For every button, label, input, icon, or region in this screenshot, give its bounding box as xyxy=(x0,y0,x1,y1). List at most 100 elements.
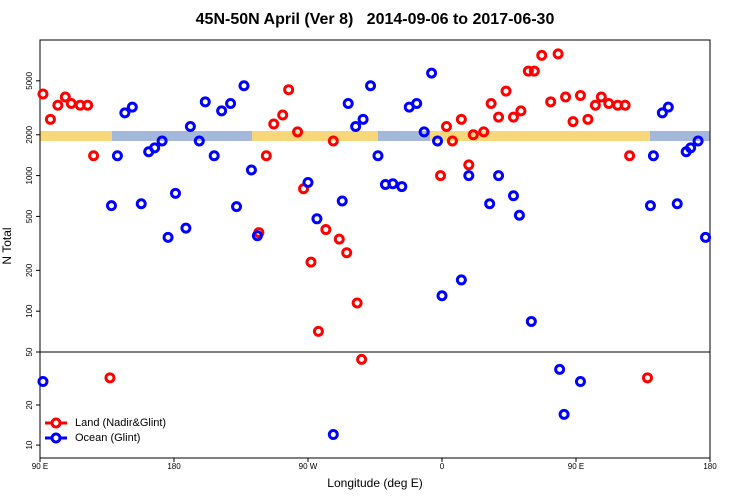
data-point xyxy=(455,274,467,286)
data-point xyxy=(156,135,168,147)
data-point xyxy=(37,88,49,100)
data-point xyxy=(149,142,161,154)
data-point xyxy=(554,363,566,375)
data-point xyxy=(528,65,540,77)
data-point xyxy=(104,372,116,384)
data-point xyxy=(372,150,384,162)
data-point xyxy=(336,195,348,207)
data-point xyxy=(525,315,537,327)
data-point xyxy=(467,129,479,141)
data-point xyxy=(418,126,430,138)
y-tick-label: 2000 xyxy=(25,125,34,143)
x-tick-label: 0 xyxy=(440,462,445,471)
ocean-strip xyxy=(112,131,252,141)
ocean-strip xyxy=(650,131,710,141)
land-strip xyxy=(252,131,378,141)
data-point xyxy=(88,150,100,162)
plot-frame xyxy=(39,39,711,459)
data-point xyxy=(356,353,368,365)
data-point xyxy=(647,150,659,162)
data-point xyxy=(484,198,496,210)
data-point xyxy=(507,190,519,202)
data-point xyxy=(180,222,192,234)
data-point xyxy=(184,121,196,133)
data-point xyxy=(350,121,362,133)
data-point xyxy=(305,256,317,268)
data-point xyxy=(435,170,447,182)
data-point xyxy=(463,170,475,182)
data-point xyxy=(238,80,250,92)
data-point xyxy=(277,109,289,121)
x-axis-label: Longitude (deg E) xyxy=(327,476,422,490)
y-tick-label: 200 xyxy=(25,263,34,277)
data-point xyxy=(193,135,205,147)
data-point xyxy=(135,198,147,210)
data-point xyxy=(365,80,377,92)
data-point xyxy=(268,118,280,130)
data-point xyxy=(320,224,332,236)
x-tick-label: 90 E xyxy=(32,462,48,471)
data-point xyxy=(342,98,354,110)
data-point xyxy=(302,176,314,188)
ocean-strip xyxy=(378,131,430,141)
data-point xyxy=(251,230,263,242)
chart-title: 45N-50N April (Ver 8) 2014-09-06 to 2017… xyxy=(196,11,555,28)
legend-marker xyxy=(50,432,62,444)
data-point xyxy=(231,201,243,213)
data-point xyxy=(624,150,636,162)
y-tick-label: 500 xyxy=(25,209,34,223)
data-point xyxy=(245,164,257,176)
data-point xyxy=(426,67,438,79)
data-point xyxy=(436,290,448,302)
data-point xyxy=(507,111,519,123)
data-point xyxy=(169,187,181,199)
data-point xyxy=(292,126,304,138)
data-point xyxy=(341,247,353,259)
data-point xyxy=(52,99,64,111)
data-point xyxy=(513,209,525,221)
data-point xyxy=(493,170,505,182)
legend-marker xyxy=(50,417,62,429)
data-point xyxy=(522,65,534,77)
data-point xyxy=(216,105,228,117)
y-tick-label: 20 xyxy=(25,400,34,409)
y-axis-label: N Total xyxy=(0,227,14,264)
data-point xyxy=(455,113,467,125)
data-point xyxy=(333,233,345,245)
surface-strip xyxy=(40,131,710,141)
data-point xyxy=(558,408,570,420)
data-point xyxy=(567,116,579,128)
data-point xyxy=(44,113,56,125)
land-strip xyxy=(430,131,650,141)
data-point xyxy=(641,372,653,384)
y-tick-label: 5000 xyxy=(25,71,34,89)
y-tick-label: 10 xyxy=(25,440,34,449)
data-point xyxy=(327,429,339,441)
data-point xyxy=(311,213,323,225)
data-point xyxy=(671,198,683,210)
data-point xyxy=(59,91,71,103)
land-strip xyxy=(40,131,112,141)
y-tick-label: 1000 xyxy=(25,166,34,184)
data-point xyxy=(589,99,601,111)
y-tick-label: 100 xyxy=(25,304,34,318)
data-point xyxy=(574,376,586,388)
data-point xyxy=(111,150,123,162)
data-point xyxy=(536,49,548,61)
data-point xyxy=(574,89,586,101)
data-point xyxy=(478,126,490,138)
data-point xyxy=(225,98,237,110)
data-point xyxy=(208,150,220,162)
data-point xyxy=(82,99,94,111)
x-tick-label: 90 E xyxy=(568,462,584,471)
data-point xyxy=(327,135,339,147)
data-point xyxy=(312,325,324,337)
data-point xyxy=(37,376,49,388)
data-point xyxy=(260,150,272,162)
x-tick-label: 180 xyxy=(703,462,717,471)
data-point xyxy=(396,181,408,193)
data-point xyxy=(560,91,572,103)
data-point xyxy=(515,105,527,117)
data-point xyxy=(162,231,174,243)
